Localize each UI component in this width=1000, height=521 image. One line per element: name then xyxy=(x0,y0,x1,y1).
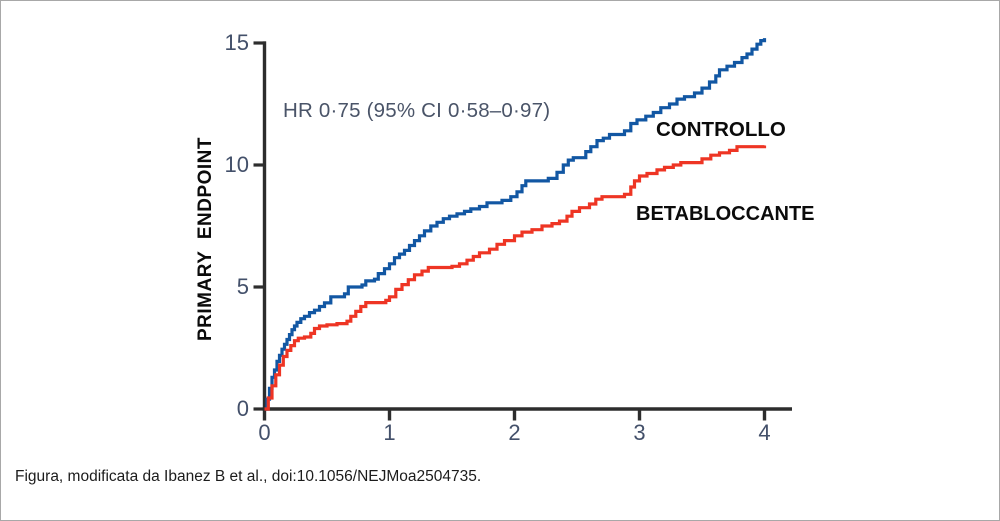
y-tick-label: 5 xyxy=(236,274,249,299)
series-label-controllo: CONTROLLO xyxy=(656,118,786,141)
x-tick-label: 4 xyxy=(758,420,771,445)
x-tick-label: 2 xyxy=(508,420,521,445)
y-tick-label: 0 xyxy=(236,396,249,421)
series-label-betabloccante: BETABLOCCANTE xyxy=(636,203,815,225)
y-tick-label: 15 xyxy=(224,30,249,55)
controllo-curve xyxy=(264,38,767,411)
figure-caption: Figura, modificata da Ibanez B et al., d… xyxy=(15,468,482,485)
x-tick-label: 1 xyxy=(383,420,396,445)
betabloccante-curve xyxy=(264,145,767,411)
hazard-ratio-annotation: HR 0·75 (95% CI 0·58–0·97) xyxy=(283,99,551,122)
x-tick-label: 3 xyxy=(633,420,646,445)
y-tick-label: 10 xyxy=(224,152,249,177)
x-tick-label: 0 xyxy=(258,420,271,445)
